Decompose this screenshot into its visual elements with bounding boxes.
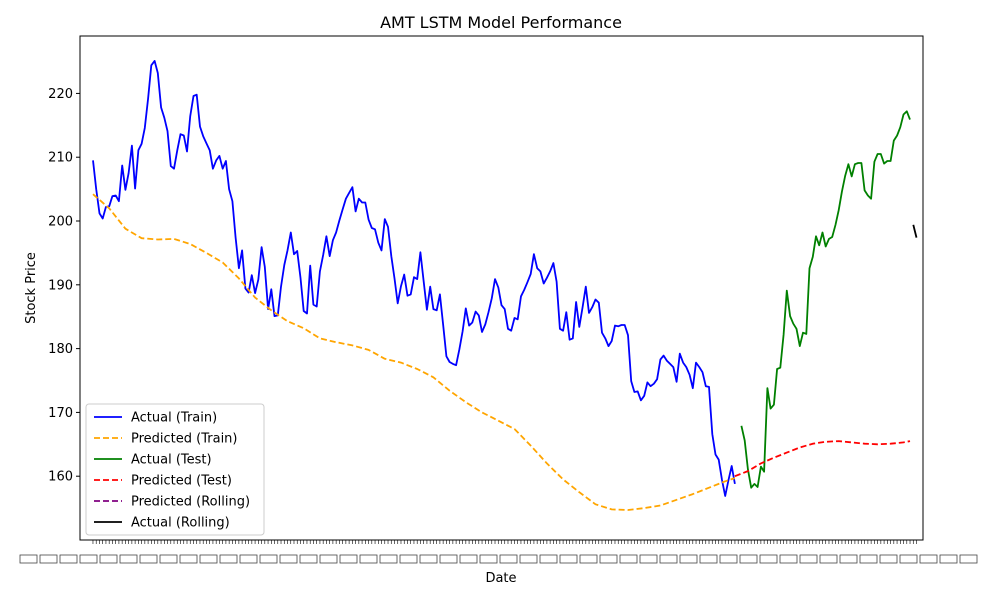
x-tick-label-glyph [619,554,638,564]
y-tick-label: 210 [48,151,73,166]
x-tick-label-glyph [659,554,678,564]
x-tick-label-glyph [899,554,918,564]
chart-title: AMT LSTM Model Performance [380,13,622,32]
x-tick-label-glyph [379,554,398,564]
x-tick-label-glyph [559,554,578,564]
y-axis: 160 170 180 190 200 210 220 [48,87,80,485]
x-tick-label-glyph [319,554,338,564]
x-tick-label-glyph [579,554,598,564]
series-line-actual-rolling [912,224,918,238]
x-tick-label-glyph [499,554,518,564]
x-tick-label-glyph [739,554,758,564]
y-axis-label: Stock Price [24,252,39,324]
x-tick-label-glyph [759,554,778,564]
series-line-actual-test [740,110,911,489]
x-tick-label-glyph [859,554,878,564]
x-tick-label-glyph [519,554,538,564]
x-tick-label-glyph [639,554,658,564]
x-tick-label-glyph [819,554,838,564]
x-tick-label-glyph [219,554,238,564]
legend-label: Actual (Rolling) [131,516,230,531]
series-line-actual-train [92,60,736,497]
x-tick-label-glyph [199,554,218,564]
x-tick-label-glyph [699,554,718,564]
x-tick-label-glyph [259,554,278,564]
y-tick-label: 200 [48,215,73,230]
legend-label: Predicted (Test) [131,474,232,489]
x-tick-label-glyph [439,554,458,564]
legend-label: Actual (Test) [131,453,212,468]
x-tick-label-glyph [939,554,958,564]
x-tick-label-glyph [359,554,378,564]
legend-label: Predicted (Train) [131,432,238,447]
legend-label: Predicted (Rolling) [131,495,250,510]
x-tick-label-glyph [339,554,358,564]
y-tick-label: 190 [48,278,73,293]
x-tick-label-glyph [39,554,58,564]
plot-frame [79,35,924,541]
x-tick-label-glyph [479,554,498,564]
x-tick-label-glyph [299,554,318,564]
x-tick-label-glyph [59,554,78,564]
y-tick-label: 220 [48,87,73,102]
series-line-predicted-test [734,440,911,478]
x-tick-label-glyph [79,554,98,564]
x-tick-label-glyph [839,554,858,564]
x-tick-label-glyph [399,554,418,564]
x-axis-label: Date [485,571,516,586]
x-tick-label-glyph [159,554,178,564]
x-tick-label-glyph [119,554,138,564]
x-tick-label-glyph [719,554,738,564]
x-tick-label-glyph [779,554,798,564]
x-tick-label-glyph [179,554,198,564]
legend-box [85,403,265,536]
x-tick-label-glyph [539,554,558,564]
x-tick-label-glyph [99,554,118,564]
x-tick-label-glyph [419,554,438,564]
legend: Actual (Train) Predicted (Train) Actual (T… [85,403,265,536]
x-tick-label-glyph [959,554,978,564]
x-tick-label-glyph [799,554,818,564]
x-tick-label-glyph [19,554,38,564]
x-tick-label-glyph [239,554,258,564]
legend-label: Actual (Train) [131,411,217,426]
x-tick-label-glyph [279,554,298,564]
x-tick-label-glyph [679,554,698,564]
x-tick-label-glyph [139,554,158,564]
x-tick-label-glyph [459,554,478,564]
y-tick-label: 160 [48,470,73,485]
x-tick-label-glyph [599,554,618,564]
y-tick-label: 170 [48,406,73,421]
x-tick-label-glyph [879,554,898,564]
y-tick-label: 180 [48,342,73,357]
series-layer [92,60,918,511]
x-axis [19,540,978,564]
series-line-predicted-train [92,193,736,511]
x-tick-label-glyph [919,554,938,564]
